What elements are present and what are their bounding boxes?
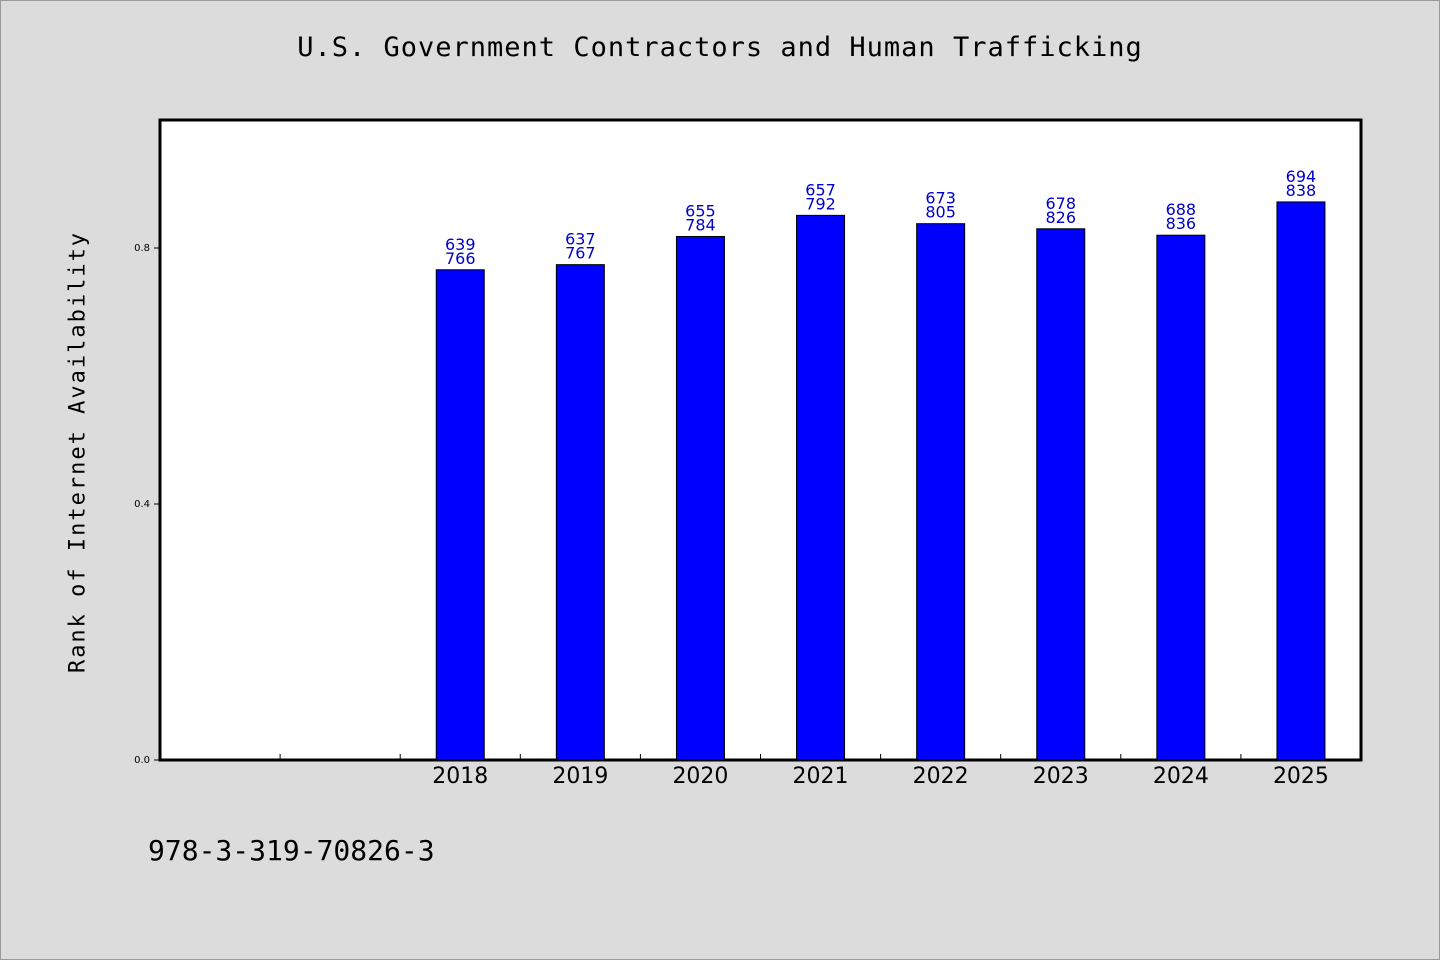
bar (1156, 234, 1206, 761)
bar-label-bottom: 784 (685, 215, 716, 234)
bar-label-top: 678 (1045, 194, 1076, 213)
isbn-code: 978-3-319-70826-3 (148, 834, 435, 867)
chart-title: U.S. Government Contractors and Human Tr… (297, 32, 1143, 63)
bar-label-top: 639 (445, 235, 476, 254)
bar-label-bottom: 805 (925, 203, 956, 222)
x-tick-label: 2024 (1153, 764, 1209, 789)
y-tick-label: 0.8 (134, 243, 150, 254)
bar-label-bottom: 836 (1166, 214, 1197, 233)
bar-label-bottom: 766 (445, 249, 476, 268)
bar (675, 235, 725, 761)
x-tick-label: 2025 (1273, 764, 1329, 789)
bar (796, 214, 846, 761)
x-tick-label: 2018 (432, 764, 488, 789)
bar-label-top: 694 (1286, 167, 1317, 186)
bar (555, 264, 605, 761)
bar-label-top: 673 (925, 189, 956, 208)
bar (435, 269, 485, 761)
x-tick-label: 2021 (793, 764, 849, 789)
x-tick-label: 2022 (913, 764, 969, 789)
bar (1036, 228, 1086, 761)
bar-label-bottom: 792 (805, 194, 836, 213)
y-tick-label: 0.0 (134, 755, 150, 766)
x-tick-label: 2020 (672, 764, 728, 789)
bar (1276, 201, 1326, 761)
x-tick-label: 2019 (552, 764, 608, 789)
bar-label-top: 637 (565, 230, 596, 249)
y-tick-label: 0.4 (134, 499, 150, 510)
bar-label-top: 688 (1166, 200, 1197, 219)
bar-label-top: 655 (685, 201, 716, 220)
bar (916, 223, 966, 761)
bar-label-bottom: 838 (1286, 181, 1317, 200)
x-tick-label: 2023 (1033, 764, 1089, 789)
bar-label-bottom: 826 (1045, 208, 1076, 227)
bar-label-bottom: 767 (565, 244, 596, 263)
bar-label-top: 657 (805, 180, 836, 199)
